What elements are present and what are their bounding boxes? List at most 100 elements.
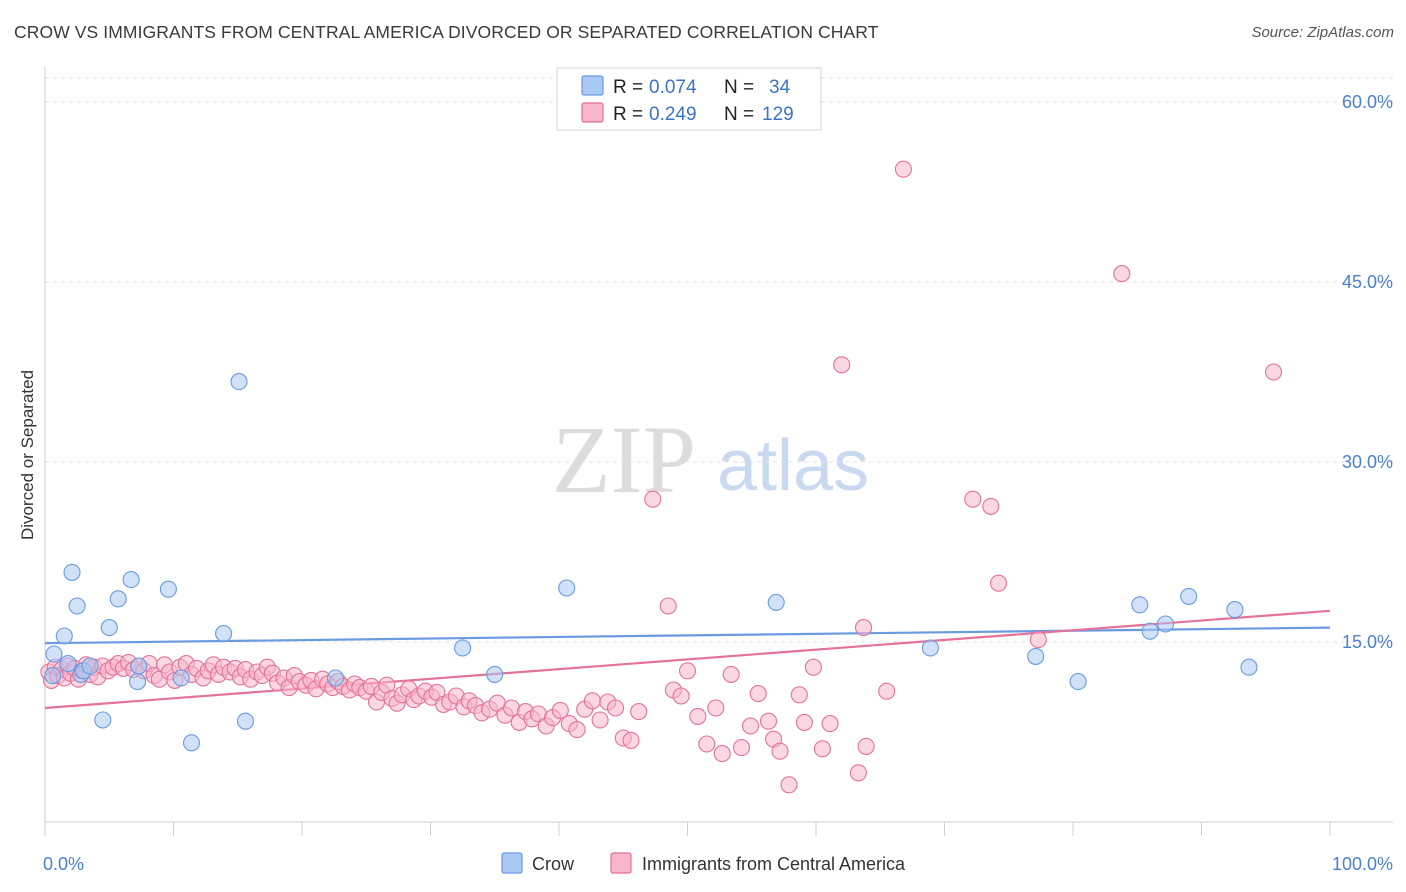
crow-point [1240,658,1258,676]
crow-point [130,657,148,675]
series-legend: Crow Immigrants from Central America [501,852,906,874]
crow-point [94,711,112,729]
chart-title: CROW VS IMMIGRANTS FROM CENTRAL AMERICA … [14,22,879,42]
y-tick-label: 15.0% [1342,632,1393,652]
immigrants-point [591,711,609,729]
chart-source: Source: ZipAtlas.com [1251,24,1394,41]
crow-point [326,669,344,687]
immigrants-point [678,662,697,680]
legend-r-value-2: 0.249 [649,104,697,125]
immigrants-point [630,703,648,721]
immigrants-point [833,356,851,374]
immigrants-point [551,701,569,719]
immigrants-point [813,740,831,758]
legend-n-value-2: 129 [762,104,794,125]
immigrants-point [502,699,521,717]
crow-point [454,639,472,657]
y-tick-label: 30.0% [1342,452,1393,472]
x-tick-label-min: 0.0% [43,854,84,874]
immigrants-point [804,658,822,676]
crow-point [921,639,939,657]
crow-point [486,665,504,683]
crow-point [236,712,255,730]
crow-point [59,655,77,673]
immigrants-point [606,699,625,717]
immigrants-point [759,712,778,730]
trend-lines [44,609,1331,710]
crow-point [558,579,576,597]
crow-point [63,563,81,581]
immigrants-point [878,682,896,700]
immigrants-point [894,160,912,178]
immigrants-point [982,497,1000,515]
immigrants-point [707,699,725,717]
immigrants-point [732,739,751,757]
crow-point [1226,601,1244,619]
crow-point [55,627,73,645]
y-tick-label: 45.0% [1342,272,1393,292]
legend-r-value-1: 0.074 [649,77,697,98]
immigrants-point [854,619,873,637]
immigrants-point [1113,265,1131,283]
immigrants-point [749,685,767,703]
immigrants-point [1029,631,1047,649]
legend-n-value-1: 34 [769,77,791,98]
immigrants-point [622,731,640,749]
crow-point [81,657,99,675]
legend-swatch-crow [581,75,604,96]
immigrants-point [644,490,662,508]
axes [44,67,1393,836]
crow-point [1141,622,1159,640]
crow-point [230,373,248,391]
immigrants-point [964,490,982,508]
legend-swatch-immigrants [581,102,604,123]
immigrants-point [659,597,677,615]
series-legend-swatch-immigrants [610,852,632,874]
crow-point [45,645,63,663]
immigrants-point [713,745,731,763]
crow-point [215,625,233,643]
crow-point [182,734,201,752]
immigrants-trend-line [44,609,1331,710]
immigrants-point [568,721,586,739]
immigrants-point [698,735,716,753]
legend-n-label-1: N = [724,77,754,98]
legend-r-label-2: R = [613,104,643,125]
crow-point [128,673,147,691]
immigrants-point [583,692,601,710]
crow-point [68,597,86,615]
tick-labels: 15.0% 30.0% 45.0% 60.0% 0.0% 100.0% [43,92,1393,874]
crow-point [1180,587,1198,605]
legend-r-label-1: R = [613,77,643,98]
immigrants-point [771,742,789,760]
y-axis-label: Divorced or Separated [18,370,37,540]
immigrants-point [672,687,690,705]
series-legend-label-immigrants: Immigrants from Central America [642,854,906,874]
series-legend-swatch-crow [501,852,523,874]
crow-point [122,571,140,589]
crow-trend-line [44,626,1331,645]
immigrants-point [821,715,839,733]
correlation-legend: R = 0.074 N = 34 R = 0.249 N = 129 [556,67,822,131]
immigrants-point [722,665,740,683]
crow-point [1027,647,1045,665]
immigrants-point [780,776,798,794]
series-legend-label-crow: Crow [532,854,575,874]
crow-point [1131,596,1149,614]
crow-point [1156,615,1175,633]
immigrants-point [689,707,707,725]
crow-point [44,667,62,685]
crow-point [109,590,127,608]
immigrants-point [790,686,808,704]
data-points [40,160,1283,794]
crow-point [100,619,118,637]
watermark-zip: ZIP [552,406,696,513]
immigrants-point [857,737,875,755]
immigrants-point [741,717,760,735]
crow-point [767,593,785,611]
immigrants-point [989,574,1008,592]
grid-lines [45,77,1393,643]
immigrants-point [795,713,813,731]
crow-point [159,580,177,598]
